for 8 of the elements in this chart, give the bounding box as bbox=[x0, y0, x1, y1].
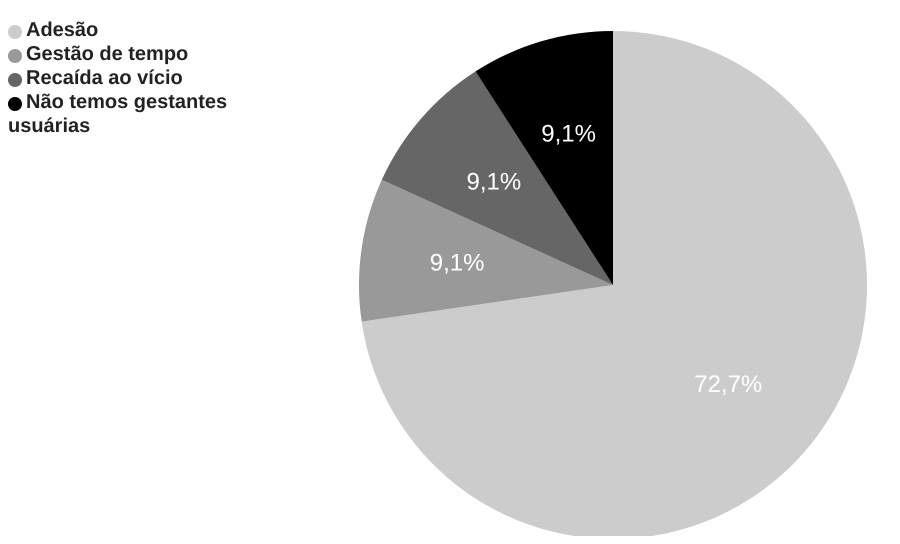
legend-label: Recaída ao vício bbox=[26, 67, 183, 89]
data-label: 9,1% bbox=[541, 120, 596, 148]
data-label: 9,1% bbox=[430, 249, 484, 276]
data-label: 9,1% bbox=[466, 168, 522, 196]
legend-label: Gestão de tempo bbox=[26, 43, 188, 65]
legend-label: Não temos gestantes usuárias bbox=[8, 91, 228, 137]
legend-label: Adesão bbox=[26, 19, 98, 41]
pie-slice bbox=[382, 71, 613, 285]
